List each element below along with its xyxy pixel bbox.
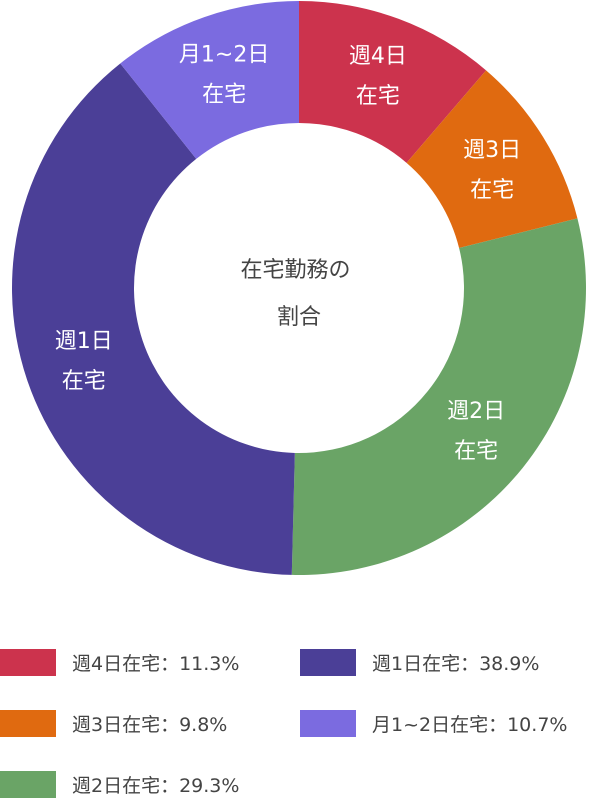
legend-label-m12: 月1~2日在宅：10.7% <box>372 713 568 736</box>
center-label-line-1: 在宅勤務の <box>240 258 350 283</box>
slice-label-w2-line-2: 在宅 <box>454 439 498 464</box>
slice-label-w3-line-2: 在宅 <box>470 178 514 203</box>
legend-swatch-w1 <box>300 648 356 676</box>
slice-w3 <box>406 70 578 248</box>
center-label-line-2: 割合 <box>277 305 321 330</box>
slice-label-w3-line-1: 週3日 <box>463 138 521 163</box>
slice-label-w3: 週3日在宅 <box>463 138 521 203</box>
legend-label-w3: 週3日在宅：9.8% <box>72 713 228 736</box>
legend-swatch-w3 <box>0 709 56 737</box>
legend-swatch-w4 <box>0 648 56 676</box>
legend-swatch-w2 <box>0 770 56 798</box>
slice-label-w1-line-1: 週1日 <box>55 329 113 354</box>
legend-item-w4: 週4日在宅：11.3% <box>0 645 239 679</box>
slice-label-m12-line-1: 月1~2日 <box>179 43 269 68</box>
slice-label-w4: 週4日在宅 <box>349 44 407 109</box>
slice-label-w2-line-1: 週2日 <box>447 399 505 424</box>
legend-item-m12: 月1~2日在宅：10.7% <box>300 706 567 740</box>
slice-label-m12: 月1~2日在宅 <box>179 43 269 108</box>
slice-label-w4-line-2: 在宅 <box>356 84 400 109</box>
slice-m12 <box>120 1 299 159</box>
slice-w1 <box>12 63 295 575</box>
chart-legend: 週4日在宅：11.3% 週1日在宅：38.9% 週3日在宅：9.8% 月1~2日… <box>0 640 612 803</box>
legend-label-w1: 週1日在宅：38.9% <box>372 652 540 675</box>
slice-w2 <box>291 218 586 575</box>
slice-label-w1-line-2: 在宅 <box>62 369 106 394</box>
legend-swatch-m12 <box>300 709 356 737</box>
slice-w4 <box>299 1 487 163</box>
slice-label-w2: 週2日在宅 <box>447 399 505 464</box>
donut-slices <box>12 1 586 575</box>
slice-label-w4-line-1: 週4日 <box>349 44 407 69</box>
center-label: 在宅勤務の 割合 <box>240 258 357 330</box>
legend-item-w2: 週2日在宅：29.3% <box>0 767 239 801</box>
legend-label-w2: 週2日在宅：29.3% <box>72 774 240 797</box>
legend-item-w1: 週1日在宅：38.9% <box>300 645 539 679</box>
legend-label-w4: 週4日在宅：11.3% <box>72 652 240 675</box>
legend-item-w3: 週3日在宅：9.8% <box>0 706 227 740</box>
slice-label-w1: 週1日在宅 <box>55 329 113 394</box>
slice-label-m12-line-2: 在宅 <box>202 83 246 108</box>
